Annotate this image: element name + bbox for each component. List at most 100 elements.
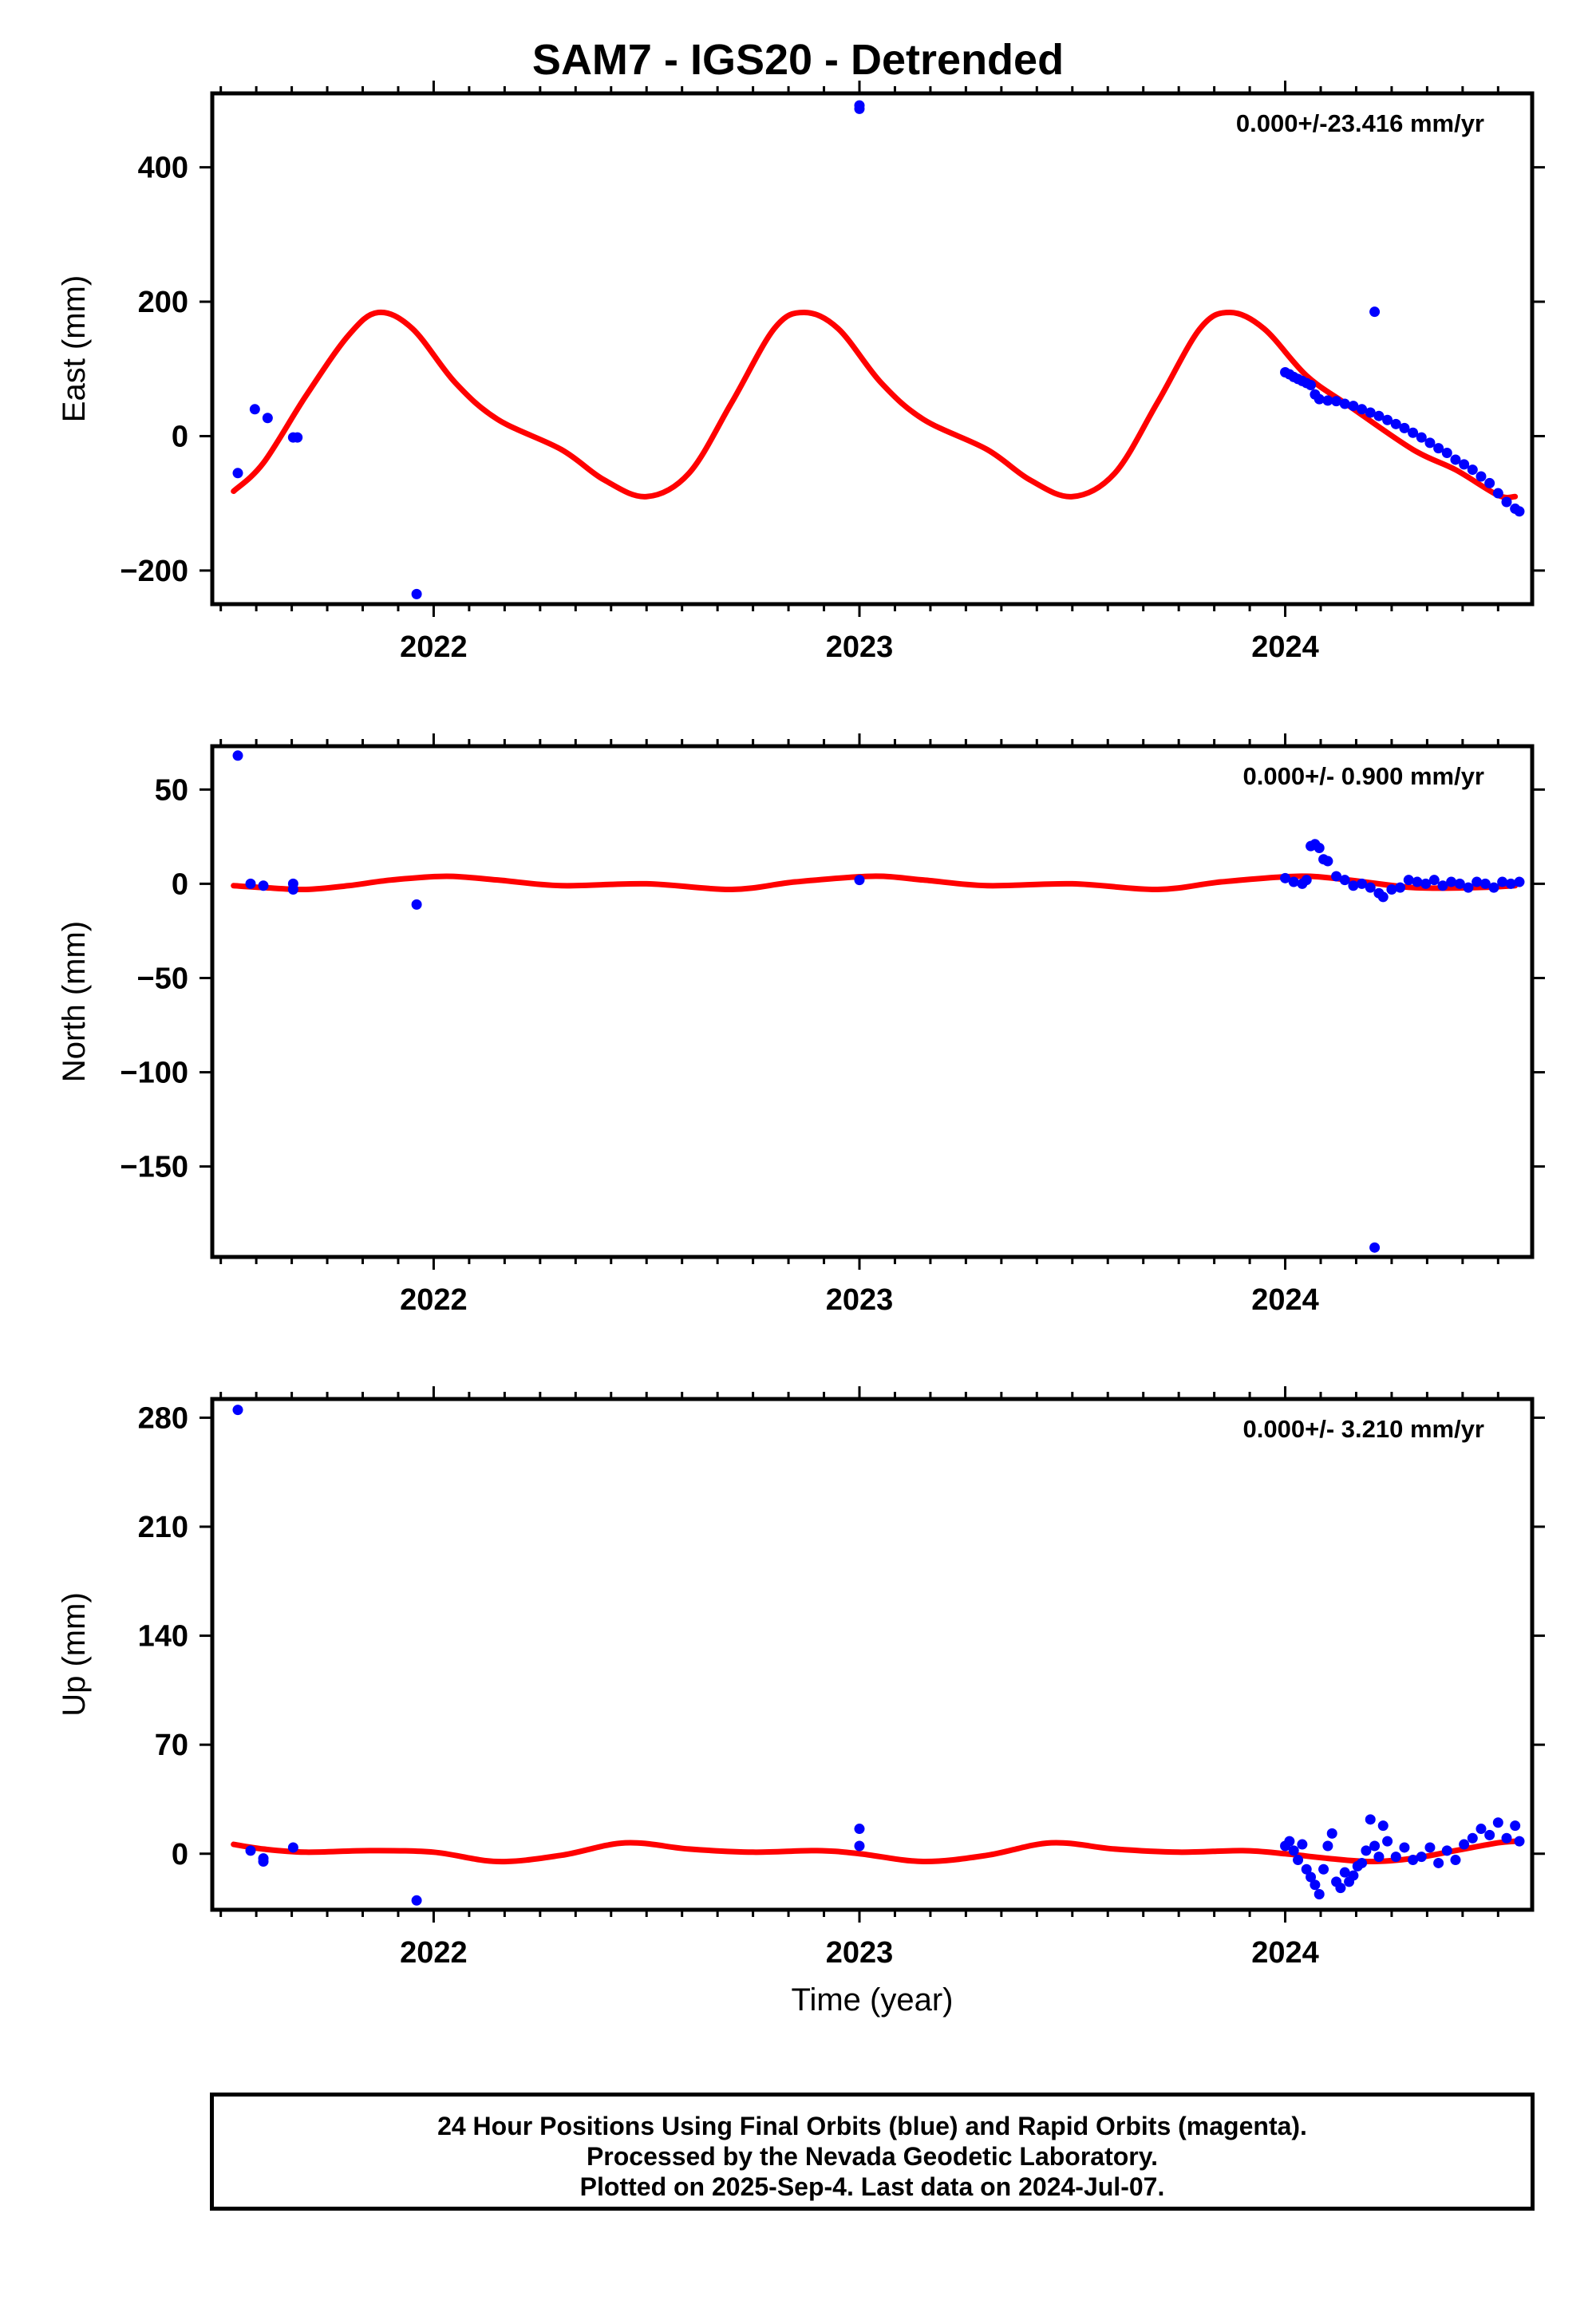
north-data-point <box>1280 872 1291 883</box>
north-data-point <box>1301 875 1312 886</box>
north-data-point <box>1437 880 1448 891</box>
north-model-curve <box>231 873 1519 893</box>
up-data-point <box>287 1842 298 1853</box>
east-data-point <box>1348 401 1359 412</box>
up-data-point <box>1416 1852 1427 1863</box>
up-data-point <box>1433 1857 1444 1868</box>
east-data-point <box>292 432 303 443</box>
east-data-point <box>1476 471 1487 482</box>
up-data-point <box>1390 1852 1401 1863</box>
north-data-point <box>1488 882 1499 893</box>
east-xtick-label: 2024 <box>1251 630 1319 664</box>
up-ytick-label: 280 <box>138 1401 188 1435</box>
north-data-point <box>1497 876 1508 887</box>
north-data-point <box>1472 876 1483 887</box>
up-xtick-label: 2024 <box>1251 1936 1319 1970</box>
up-data-point <box>1326 1828 1337 1839</box>
north-data-point <box>1369 1242 1381 1253</box>
north-data-point <box>1377 891 1389 903</box>
east-data-point <box>1514 506 1525 517</box>
north-panel: −150 −100 −50 0 50 2022 2023 2024 North (mm) 0.00… <box>57 733 1545 1317</box>
up-data-point <box>1459 1839 1470 1850</box>
east-data-point <box>1365 407 1376 418</box>
east-data-point <box>1369 306 1381 318</box>
north-data-point <box>258 880 269 891</box>
north-data-point <box>1514 876 1525 887</box>
up-data-point <box>1284 1836 1295 1847</box>
north-ytick-label: 50 <box>155 773 188 807</box>
east-data-point <box>1357 404 1368 415</box>
footer-line-processed: Processed by the Nevada Geodetic Laborat… <box>586 2142 1159 2171</box>
up-rate-annotation: 0.000+/- 3.210 mm/yr <box>1243 1415 1484 1443</box>
up-data-point <box>1373 1852 1385 1863</box>
north-data-point <box>287 883 298 895</box>
up-data-point <box>232 1405 243 1416</box>
east-ytick-label: 200 <box>138 286 188 319</box>
north-data-point <box>245 878 256 889</box>
east-data-point <box>232 468 243 479</box>
north-xtick-label: 2022 <box>400 1283 468 1317</box>
east-data-point <box>411 588 422 599</box>
east-data-point <box>1408 427 1419 438</box>
up-data-point <box>1314 1888 1325 1899</box>
east-data-point <box>1501 496 1512 508</box>
up-ytick-label: 210 <box>138 1511 188 1544</box>
up-data-point <box>1377 1820 1389 1832</box>
up-data-point <box>1424 1842 1436 1853</box>
up-data-point <box>1361 1845 1372 1856</box>
east-xtick-label: 2022 <box>400 630 468 664</box>
up-data-point <box>1306 1871 1317 1883</box>
north-data-point <box>1365 882 1376 893</box>
east-panel: −200 0 200 400 2022 2023 2024 East (mm) 0.000+/-… <box>57 81 1545 664</box>
north-data-point <box>1446 876 1457 887</box>
north-data-point <box>1314 843 1325 854</box>
east-data-point <box>1373 410 1385 421</box>
up-data-point <box>1450 1855 1461 1866</box>
east-plot-frame <box>210 91 1535 607</box>
north-data-point <box>232 750 243 761</box>
up-data-point <box>1318 1863 1329 1875</box>
north-data-point <box>1288 876 1299 887</box>
up-y-axis-label: Up (mm) <box>57 1592 92 1717</box>
up-data-point <box>1369 1840 1381 1852</box>
east-data-point <box>1459 459 1470 470</box>
east-data-point <box>1416 432 1427 443</box>
east-data-point <box>249 404 260 415</box>
north-xtick-label: 2024 <box>1251 1283 1319 1317</box>
north-y-axis-label: North (mm) <box>57 921 92 1082</box>
north-data-point <box>1386 883 1397 895</box>
north-data-point <box>1420 878 1432 889</box>
north-rate-annotation: 0.000+/- 0.900 mm/yr <box>1243 762 1484 790</box>
east-data-point <box>1382 414 1393 425</box>
up-data-point <box>245 1845 256 1856</box>
east-ytick-label: 400 <box>138 152 188 185</box>
up-data-point <box>1441 1845 1452 1856</box>
east-rate-annotation: 0.000+/-23.416 mm/yr <box>1236 109 1484 137</box>
east-data-point <box>1306 379 1317 390</box>
north-plot-frame <box>210 744 1535 1259</box>
up-data-point <box>1467 1832 1478 1844</box>
north-data-point <box>1505 878 1516 889</box>
north-data-point <box>1395 882 1406 893</box>
up-data-point <box>258 1856 269 1867</box>
up-data-point <box>854 1824 865 1835</box>
east-ytick-label: −200 <box>120 555 188 588</box>
up-data-point <box>1492 1817 1503 1828</box>
up-data-point <box>1297 1839 1308 1850</box>
up-data-point <box>1399 1842 1410 1853</box>
up-data-point <box>1348 1870 1359 1881</box>
east-data-point <box>262 413 273 424</box>
up-data-point <box>1310 1879 1321 1891</box>
up-data-point <box>1382 1836 1393 1847</box>
north-data-point <box>1322 856 1333 867</box>
east-data-point <box>1390 418 1401 429</box>
up-ytick-label: 0 <box>172 1838 188 1871</box>
east-model-curve <box>231 309 1519 501</box>
north-data-point <box>854 875 865 886</box>
east-data-point <box>1433 443 1444 454</box>
north-data-point <box>1428 875 1440 886</box>
north-ytick-label: −50 <box>137 962 188 995</box>
up-panel: 0 70 140 210 280 2022 2023 2024 Up (mm) Time (yea… <box>57 1386 1545 2018</box>
up-data-point <box>1339 1867 1350 1878</box>
